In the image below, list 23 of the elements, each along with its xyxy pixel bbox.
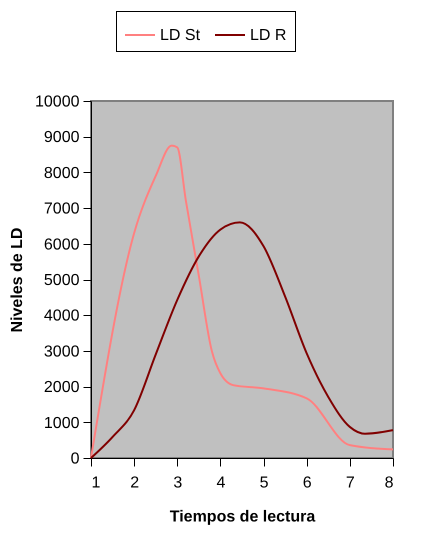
- y-axis-title: Niveles de LD: [9, 228, 26, 332]
- y-tick-label: 6000: [44, 236, 80, 254]
- y-tick-label: 5000: [44, 272, 80, 289]
- x-tick-label: 3: [173, 474, 182, 492]
- y-tick-label: 4000: [44, 308, 80, 325]
- x-tick-label: 7: [346, 474, 355, 492]
- y-tick-label: 9000: [44, 129, 80, 146]
- x-axis-title: Tiempos de lectura: [170, 508, 316, 526]
- x-tick-label: 8: [384, 474, 394, 492]
- y-tick-label: 3000: [44, 343, 80, 360]
- x-tick-label: 6: [302, 474, 312, 492]
- y-tick-label: 7000: [44, 200, 80, 218]
- legend-label: LD R: [250, 27, 286, 44]
- y-tick-label: 2000: [44, 379, 80, 396]
- x-tick-label: 4: [216, 474, 226, 492]
- legend-label: LD St: [160, 27, 201, 44]
- x-tick-label: 1: [92, 474, 100, 492]
- y-tick-label: 10000: [35, 94, 80, 110]
- y-tick-label: 1000: [44, 414, 80, 432]
- y-tick-label: 0: [70, 450, 80, 468]
- y-tick-label: 8000: [44, 164, 80, 182]
- x-tick-label: 2: [130, 474, 140, 492]
- x-tick-label: 5: [260, 474, 269, 492]
